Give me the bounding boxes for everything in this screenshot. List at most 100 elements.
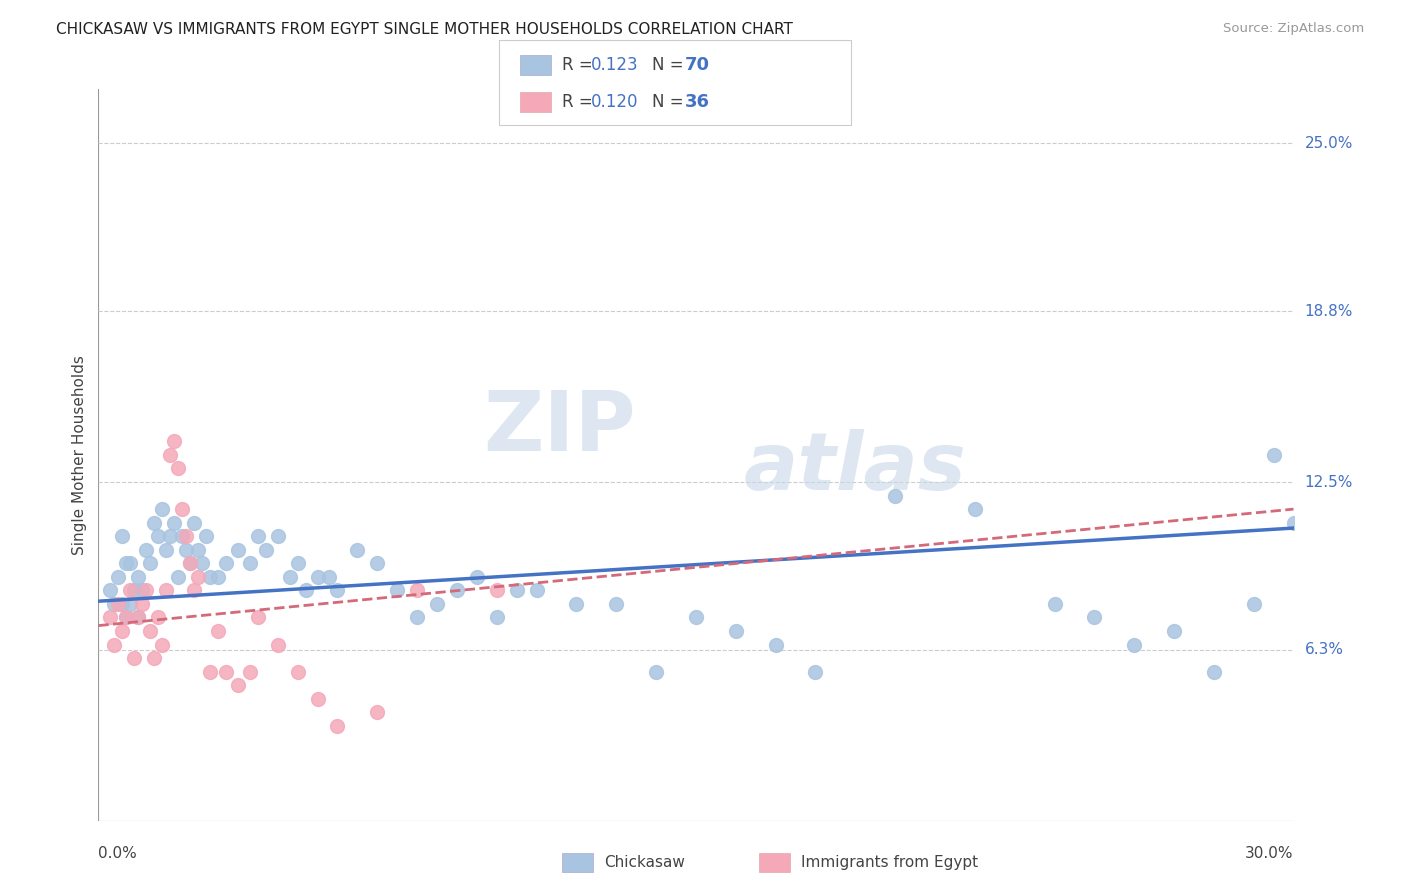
Point — [254, 542, 277, 557]
Point — [426, 597, 449, 611]
Point — [385, 583, 409, 598]
Point — [127, 570, 149, 584]
Text: 25.0%: 25.0% — [1305, 136, 1353, 151]
Point — [107, 570, 129, 584]
Point — [111, 529, 134, 543]
Point — [526, 583, 548, 598]
Point — [645, 665, 668, 679]
Point — [111, 597, 134, 611]
Text: 12.5%: 12.5% — [1305, 475, 1353, 490]
Point — [150, 638, 173, 652]
Point — [366, 556, 388, 570]
Point — [1263, 448, 1285, 462]
Point — [195, 529, 218, 543]
Point — [1123, 638, 1146, 652]
Point — [167, 570, 190, 584]
Point — [346, 542, 368, 557]
Point — [485, 583, 508, 598]
Point — [605, 597, 627, 611]
Text: 0.120: 0.120 — [591, 93, 638, 111]
Text: N =: N = — [652, 56, 689, 74]
Point — [884, 489, 907, 503]
Point — [406, 583, 429, 598]
Point — [135, 583, 157, 598]
Point — [120, 583, 142, 598]
Point — [163, 516, 186, 530]
Text: 70: 70 — [685, 56, 710, 74]
Point — [318, 570, 340, 584]
Point — [446, 583, 468, 598]
Point — [120, 556, 142, 570]
Y-axis label: Single Mother Households: Single Mother Households — [72, 355, 87, 555]
Point — [139, 624, 162, 638]
Point — [1043, 597, 1066, 611]
Point — [159, 448, 181, 462]
Point — [287, 665, 309, 679]
Text: 36: 36 — [685, 93, 710, 111]
Text: R =: R = — [562, 93, 599, 111]
Point — [115, 610, 138, 624]
Text: Source: ZipAtlas.com: Source: ZipAtlas.com — [1223, 22, 1364, 36]
Point — [131, 597, 153, 611]
Point — [226, 542, 249, 557]
Point — [155, 542, 177, 557]
Point — [207, 570, 229, 584]
Point — [1163, 624, 1185, 638]
Point — [287, 556, 309, 570]
Point — [159, 529, 181, 543]
Point — [98, 610, 122, 624]
Point — [179, 556, 201, 570]
Text: 6.3%: 6.3% — [1305, 642, 1344, 657]
Point — [226, 678, 249, 692]
Point — [1083, 610, 1105, 624]
Point — [111, 624, 134, 638]
Point — [120, 597, 142, 611]
Point — [167, 461, 190, 475]
Point — [139, 556, 162, 570]
Point — [143, 516, 166, 530]
Point — [124, 583, 146, 598]
Point — [172, 502, 194, 516]
Point — [143, 651, 166, 665]
Point — [267, 638, 290, 652]
Point — [1202, 665, 1225, 679]
Point — [1282, 516, 1305, 530]
Point — [183, 583, 205, 598]
Text: R =: R = — [562, 56, 599, 74]
Point — [148, 610, 170, 624]
Point — [465, 570, 488, 584]
Point — [183, 516, 205, 530]
Point — [103, 597, 125, 611]
Text: Chickasaw: Chickasaw — [605, 855, 686, 870]
Point — [198, 570, 221, 584]
Point — [98, 583, 122, 598]
Point — [127, 610, 149, 624]
Point — [963, 502, 986, 516]
Text: 0.0%: 0.0% — [98, 846, 138, 861]
Point — [215, 556, 238, 570]
Point — [765, 638, 787, 652]
Point — [135, 542, 157, 557]
Point — [307, 570, 329, 584]
Text: 0.123: 0.123 — [591, 56, 638, 74]
Point — [187, 542, 209, 557]
Point — [565, 597, 588, 611]
Point — [307, 691, 329, 706]
Point — [124, 651, 146, 665]
Point — [172, 529, 194, 543]
Point — [278, 570, 301, 584]
Point — [187, 570, 209, 584]
Point — [115, 556, 138, 570]
Point — [127, 610, 149, 624]
Point — [239, 556, 262, 570]
Point — [131, 583, 153, 598]
Point — [239, 665, 262, 679]
Text: N =: N = — [652, 93, 689, 111]
Point — [191, 556, 214, 570]
Point — [107, 597, 129, 611]
Point — [326, 719, 349, 733]
Point — [215, 665, 238, 679]
Text: ZIP: ZIP — [484, 387, 636, 468]
Point — [103, 638, 125, 652]
Text: CHICKASAW VS IMMIGRANTS FROM EGYPT SINGLE MOTHER HOUSEHOLDS CORRELATION CHART: CHICKASAW VS IMMIGRANTS FROM EGYPT SINGL… — [56, 22, 793, 37]
